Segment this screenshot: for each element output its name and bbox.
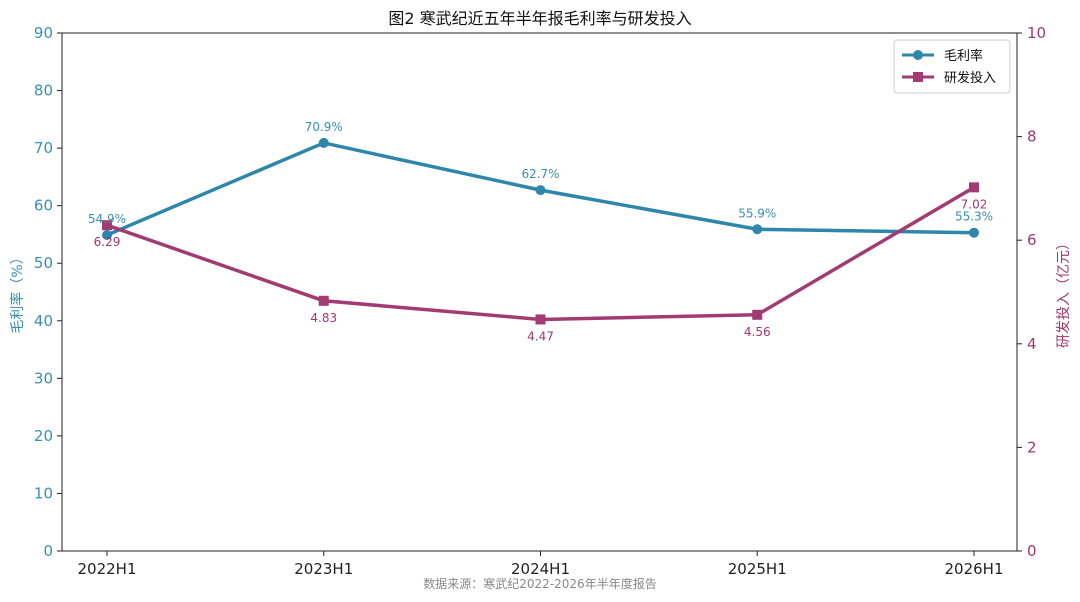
rd-point bbox=[318, 295, 329, 306]
legend-label-gross-margin: 毛利率 bbox=[944, 48, 983, 64]
legend-marker-rd bbox=[913, 72, 923, 82]
x-tick-label: 2025H1 bbox=[728, 560, 787, 578]
legend: 毛利率 研发投入 bbox=[893, 39, 1011, 94]
gross-margin-data-label: 55.3% bbox=[955, 210, 993, 224]
y-left-tick-label: 50 bbox=[34, 254, 53, 272]
gross-margin-data-label: 55.9% bbox=[738, 206, 776, 220]
y-left-tick-label: 20 bbox=[34, 427, 53, 445]
y-right-tick-label: 10 bbox=[1027, 24, 1046, 42]
y-right-tick-label: 0 bbox=[1027, 542, 1037, 560]
y-left-tick-label: 60 bbox=[34, 197, 53, 215]
gross-margin-point bbox=[102, 230, 112, 241]
data-labels-layer: 54.9% 70.9% 62.7% 55.9% 55.3% 6.29 4.83 4.47 4.5… bbox=[88, 120, 993, 344]
legend-label-rd: 研发投入 bbox=[944, 70, 996, 86]
chart-title: 图2 寒武纪近五年半年报毛利率与研发投入 bbox=[388, 9, 691, 28]
right-axis-ticks: 0 2 4 6 8 10 bbox=[1017, 24, 1046, 560]
gross-margin-data-label: 54.9% bbox=[88, 212, 126, 226]
gross-margin-point bbox=[969, 227, 979, 238]
gross-margin-point bbox=[752, 224, 763, 235]
y-axis-left-label: 毛利率（%） bbox=[9, 250, 26, 333]
rd-data-label: 7.02 bbox=[961, 197, 988, 211]
y-left-tick-label: 10 bbox=[34, 484, 53, 502]
rd-line bbox=[106, 185, 975, 322]
y-left-tick-label: 90 bbox=[34, 24, 53, 42]
rd-data-label: 4.47 bbox=[527, 329, 554, 343]
y-left-tick-label: 40 bbox=[34, 312, 53, 330]
plot-frame bbox=[61, 32, 1018, 552]
series-layer bbox=[102, 137, 979, 325]
x-axis-ticks: 2022H1 2023H1 2024H1 2025H1 2026H1 bbox=[78, 551, 1004, 578]
source-note: 数据来源：寒武纪2022-2026年半年度报告 bbox=[423, 576, 656, 591]
x-tick-label: 2024H1 bbox=[511, 560, 570, 578]
x-tick-label: 2022H1 bbox=[78, 560, 137, 578]
y-axis-right-label: 研发投入（亿元） bbox=[1056, 236, 1072, 348]
y-left-tick-label: 80 bbox=[34, 82, 53, 100]
gross-margin-data-label: 62.7% bbox=[521, 167, 559, 181]
y-right-tick-label: 8 bbox=[1027, 128, 1037, 146]
y-right-tick-label: 6 bbox=[1027, 231, 1037, 249]
rd-data-label: 4.83 bbox=[310, 311, 337, 325]
rd-point bbox=[969, 182, 979, 193]
rd-point bbox=[102, 220, 112, 231]
rd-point bbox=[752, 309, 763, 320]
x-tick-label: 2026H1 bbox=[945, 560, 1004, 578]
gross-margin-point bbox=[535, 185, 546, 196]
x-tick-label: 2023H1 bbox=[294, 560, 353, 578]
gross-margin-point bbox=[318, 137, 329, 148]
legend-marker-gross-margin bbox=[913, 50, 923, 60]
gross-margin-data-label: 70.9% bbox=[305, 120, 343, 134]
rd-point bbox=[535, 314, 546, 325]
y-left-tick-label: 0 bbox=[43, 542, 53, 560]
left-axis-ticks: 0 10 20 30 40 50 60 70 80 90 bbox=[34, 24, 62, 560]
rd-data-label: 6.29 bbox=[94, 235, 121, 249]
y-left-tick-label: 30 bbox=[34, 369, 53, 387]
y-right-tick-label: 2 bbox=[1027, 438, 1037, 456]
y-right-tick-label: 4 bbox=[1027, 335, 1037, 353]
y-left-tick-label: 70 bbox=[34, 139, 53, 157]
rd-data-label: 4.56 bbox=[744, 325, 771, 339]
